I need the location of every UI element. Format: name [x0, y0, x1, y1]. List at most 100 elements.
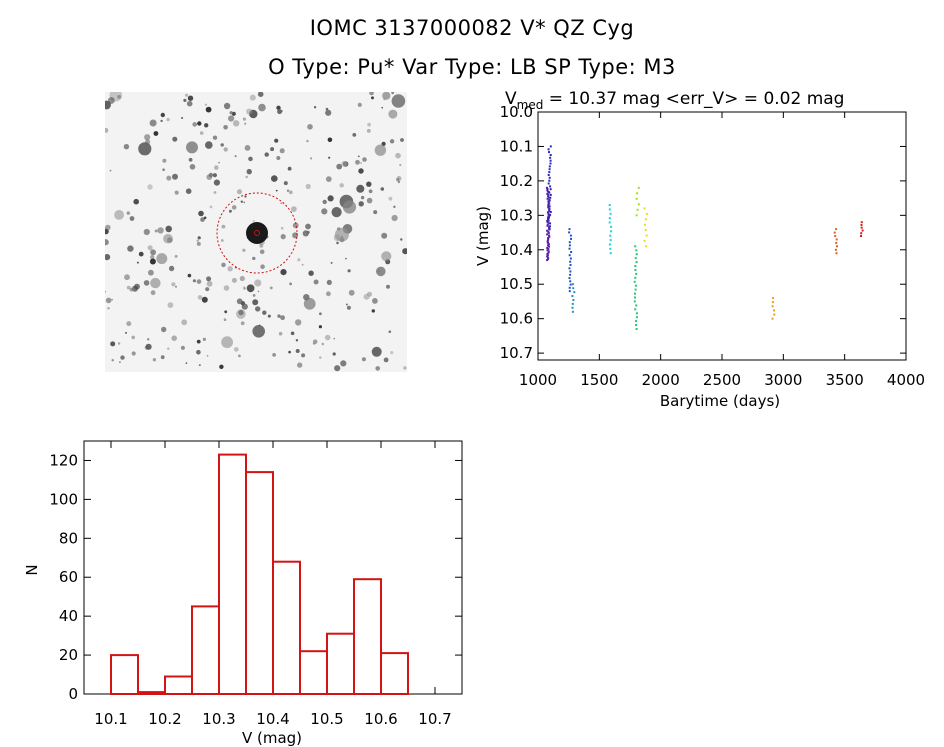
background-star	[302, 230, 309, 237]
data-point	[549, 196, 552, 199]
background-star	[341, 160, 348, 167]
background-star	[332, 352, 336, 356]
background-star	[322, 199, 327, 205]
background-star	[249, 94, 256, 101]
background-star	[258, 324, 261, 326]
x-tick-label: 10.4	[256, 710, 289, 728]
data-point	[548, 227, 551, 230]
data-point	[572, 299, 575, 301]
data-point	[773, 313, 776, 316]
background-star	[272, 353, 276, 357]
data-series	[571, 283, 576, 313]
background-star	[325, 109, 332, 116]
background-star	[301, 263, 304, 266]
data-point	[633, 280, 636, 283]
background-star	[319, 356, 322, 359]
background-star	[126, 211, 130, 215]
background-star	[333, 337, 335, 340]
background-star	[175, 285, 177, 288]
background-star	[138, 142, 152, 156]
data-point	[547, 248, 550, 251]
data-point	[548, 199, 551, 201]
background-star	[150, 254, 155, 260]
data-point	[547, 251, 550, 254]
data-point	[571, 306, 574, 309]
data-point	[635, 304, 638, 307]
data-point	[548, 226, 551, 228]
background-star	[276, 105, 281, 110]
data-point	[549, 156, 552, 159]
background-star	[231, 205, 237, 210]
background-star	[117, 342, 121, 345]
background-star	[292, 222, 299, 229]
background-star	[236, 309, 246, 319]
background-star	[105, 224, 111, 231]
data-point	[608, 204, 611, 206]
y-tick-label: 10.4	[500, 241, 533, 259]
data-point	[549, 154, 552, 156]
background-star	[368, 189, 373, 194]
data-point	[569, 257, 572, 260]
data-point	[571, 310, 574, 313]
background-star	[219, 364, 224, 369]
data-series	[568, 228, 573, 293]
background-star	[240, 200, 243, 203]
data-series	[633, 245, 638, 330]
background-star	[252, 299, 259, 306]
data-point	[546, 186, 548, 189]
data-point	[549, 222, 552, 225]
background-star	[229, 111, 233, 115]
data-point	[546, 219, 549, 222]
background-star	[366, 197, 373, 204]
background-star	[129, 287, 134, 292]
y-tick-label: 40	[59, 607, 78, 625]
data-point	[572, 287, 575, 290]
background-star	[355, 159, 360, 165]
background-star	[201, 296, 208, 303]
data-point	[546, 189, 549, 192]
histogram-bar	[272, 560, 301, 696]
background-star	[327, 137, 333, 143]
background-star	[125, 331, 127, 334]
background-star	[274, 138, 279, 143]
background-star	[318, 325, 322, 329]
data-point	[771, 317, 774, 320]
background-star	[270, 147, 275, 152]
data-point	[643, 239, 646, 242]
background-star	[277, 314, 281, 318]
background-star	[245, 175, 248, 179]
data-point	[860, 232, 863, 235]
data-series	[860, 221, 864, 237]
background-star	[205, 106, 212, 113]
background-star	[362, 157, 367, 162]
data-point	[548, 151, 550, 154]
data-point	[570, 237, 572, 240]
background-star	[136, 261, 139, 264]
background-star	[185, 93, 189, 97]
background-star	[168, 265, 175, 272]
background-star	[214, 165, 219, 170]
data-point	[637, 186, 640, 189]
background-star	[248, 156, 253, 162]
data-point	[546, 223, 549, 226]
background-star	[295, 349, 300, 353]
background-star	[156, 253, 168, 265]
background-star	[119, 361, 121, 363]
background-star	[252, 294, 256, 297]
background-star	[138, 251, 144, 257]
background-star	[196, 349, 201, 355]
background-star	[260, 264, 265, 269]
background-star	[165, 225, 172, 233]
background-star	[326, 291, 331, 297]
background-star	[105, 254, 111, 261]
data-point	[634, 292, 636, 295]
y-tick-label: 10.5	[500, 275, 533, 293]
background-star	[356, 184, 365, 193]
background-star	[238, 354, 241, 358]
background-star	[253, 220, 255, 222]
data-point	[645, 245, 647, 248]
data-series	[547, 145, 552, 231]
data-point	[634, 296, 636, 299]
background-star	[183, 98, 187, 102]
background-star	[234, 155, 237, 158]
